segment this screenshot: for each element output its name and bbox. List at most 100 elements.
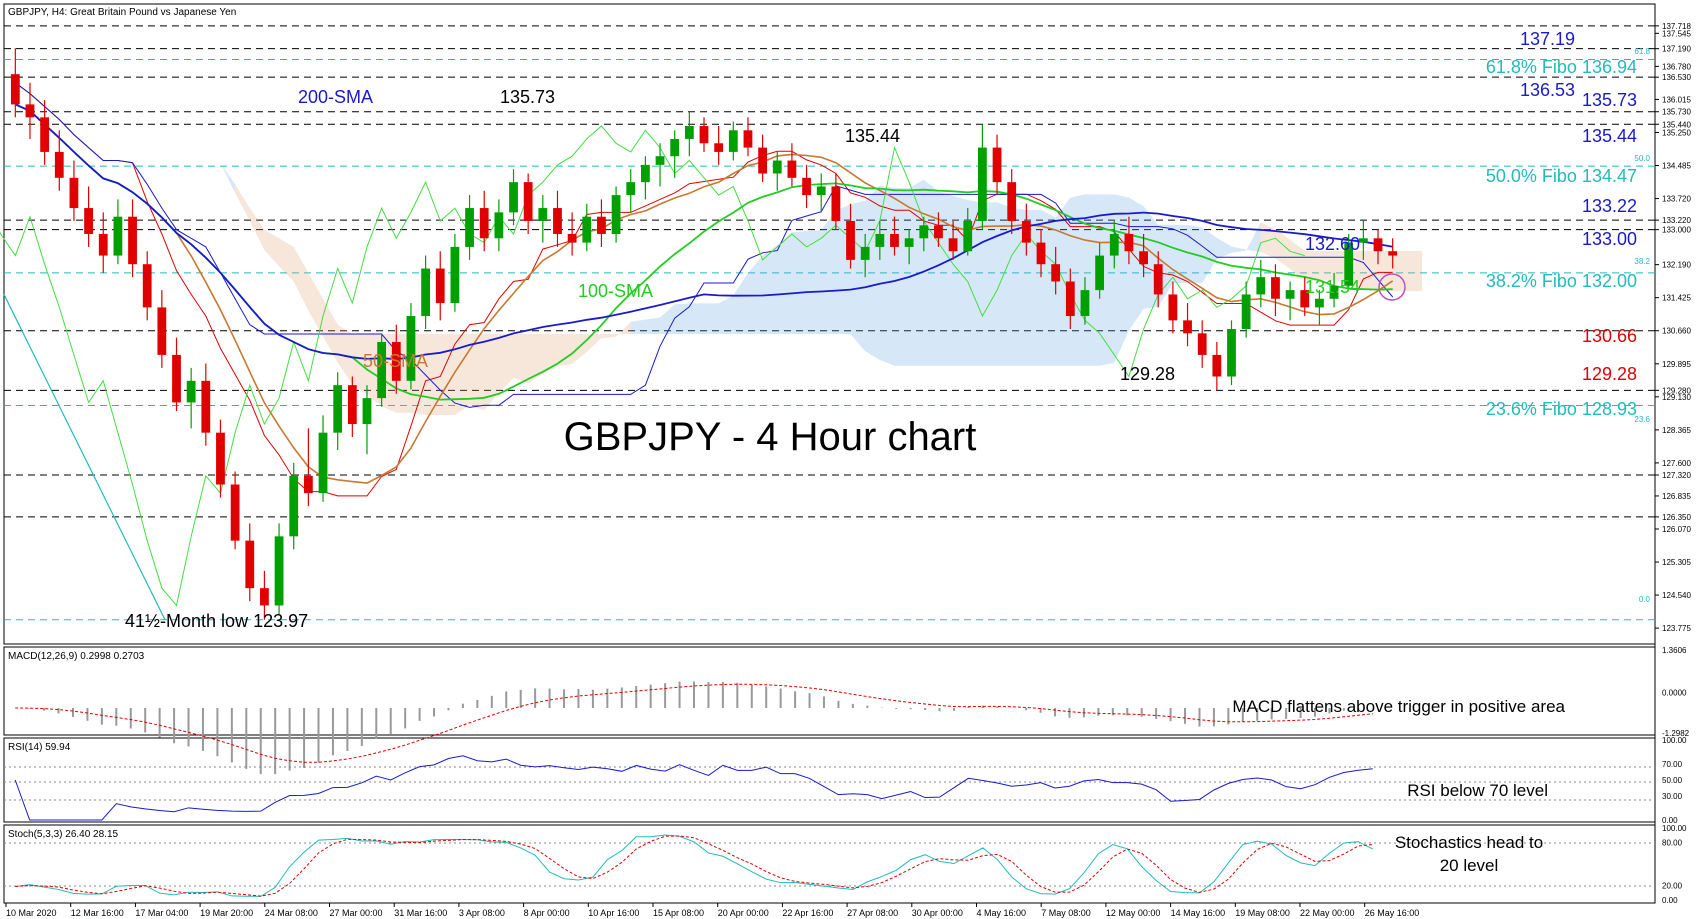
candle-body [347,385,357,425]
cloud-segment [689,303,704,334]
cloud-segment [1041,209,1056,366]
candle-body [699,125,709,144]
cloud-segment [733,272,748,334]
candle-body [963,221,973,252]
candle-body [1197,333,1207,355]
candle-body [230,484,240,541]
horizontal-levels [3,25,1655,621]
candle-body [1124,233,1134,252]
cloud-segment [440,333,455,415]
candle-body [1300,290,1310,308]
rsi-title: RSI(14) 59.94 [8,742,71,753]
price-candles [10,48,1398,620]
chikou-line [0,125,1305,607]
y-tick-label: 127.600 [1662,459,1691,468]
x-tick-label: 10 Mar 2020 [6,908,57,918]
candle-body [684,125,694,139]
cloud-segment [601,333,617,338]
y-tick-label: 135.730 [1662,108,1691,117]
stoch-k-line [15,834,1374,897]
candle-body [758,147,768,174]
candle-body [509,182,518,213]
candle-body [1241,294,1251,329]
candle-body [640,164,650,183]
macd-title: MACD(12,26,9) 0.2998 0.2703 [8,651,145,662]
label-131-54: 131.54 [1305,277,1360,297]
candle-body [728,130,738,152]
candle-body [1036,242,1046,265]
y-tick-label: 80.00 [1662,838,1683,847]
candle-body [260,588,269,606]
cloud-segment [1290,239,1305,281]
candle-body [1007,182,1017,222]
stoch-note-line1: Stochastics head to [1395,833,1543,852]
candle-body [948,238,958,252]
cloud-segment [557,333,573,367]
candle-body [772,160,782,174]
cloud-segment [616,321,631,337]
y-tick-label: 70.00 [1662,760,1683,769]
candle-body [421,268,430,317]
y-tick-label: 136.015 [1662,95,1691,104]
candle-body [992,147,1002,183]
cloud-segment [865,185,880,360]
x-tick-label: 20 Apr 00:00 [718,908,769,918]
x-tick-label: 4 May 16:00 [977,908,1027,918]
candle-body [362,398,372,425]
cloud-segment [469,333,485,411]
candle-body [919,225,929,239]
candle-body [318,432,328,494]
x-tick-label: 3 Apr 08:00 [459,908,505,918]
candle-body [743,130,753,148]
fib-mark-50: 50.0 [1634,154,1650,163]
x-axis-ticks: 10 Mar 2020 12 Mar 16:00 17 Mar 04:00 19 Ma… [5,903,1419,918]
cloud-segment [791,231,807,334]
cloud-segment [762,245,778,334]
cloud-segment [1319,251,1335,281]
stoch-d-line [15,835,1373,897]
cloud-segment [1084,194,1100,366]
cloud-segment [777,232,792,334]
stoch-title: Stoch(5,3,3) 26.40 28.15 [8,829,119,840]
candle-body [303,475,313,494]
cloud-segment [425,333,441,415]
y-tick-label: 125.305 [1662,558,1691,567]
label-129-28: 129.28 [1582,364,1637,384]
cloud-segment [704,303,719,334]
cloud-segment [1275,229,1291,270]
candle-body [626,182,636,196]
fib-mark-38: 38.2 [1634,257,1650,266]
candle-body [1109,233,1119,256]
x-tick-label: 27 Apr 08:00 [847,908,898,918]
cloud-segment [1407,251,1422,292]
x-tick-label: 27 Mar 00:00 [330,908,383,918]
candle-body [216,432,225,485]
x-tick-label: 15 Apr 08:00 [653,908,704,918]
ichimoku-cloud [103,82,1422,415]
candle-body [567,233,577,243]
fibo-50-label: 50.0% Fibo 134.47 [1486,166,1637,186]
sma50-label: 50-SMA [363,351,428,371]
oscillator-lines [4,681,1655,897]
y-tick-label: 137.545 [1662,29,1691,38]
chart-title: GBPJPY - 4 Hour chart [564,415,977,459]
y-tick-label: 129.280 [1662,386,1691,395]
cloud-segment [586,333,602,353]
indicator-lines [0,82,1394,607]
label-135-44: 135.44 [1582,126,1637,146]
y-tick-label: 136.780 [1662,62,1691,71]
peak-label-135-44: 135.44 [845,126,900,146]
y-tick-label: 129.130 [1662,393,1691,402]
x-tick-label: 14 May 16:00 [1171,908,1226,918]
candle-body [274,536,284,606]
cloud-segment [821,210,836,334]
y-tick-label: 123.775 [1662,624,1691,633]
y-tick-label: 133.720 [1662,195,1691,204]
cloud-segment [660,304,675,334]
candle-body [69,177,79,209]
x-tick-label: 22 May 00:00 [1300,908,1355,918]
candle-body [1095,255,1105,291]
candle-body [245,540,255,589]
rsi-note: RSI below 70 level [1407,781,1548,800]
